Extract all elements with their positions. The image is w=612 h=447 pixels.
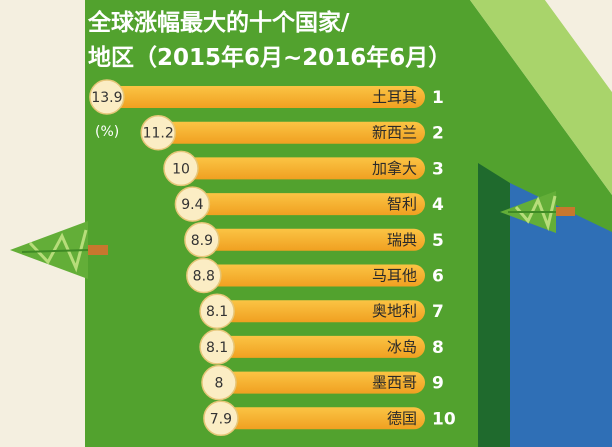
value-label-7: 8.1: [206, 304, 228, 320]
value-label-5: 8.9: [191, 233, 213, 249]
category-label-2: 新西兰: [372, 124, 417, 142]
value-circle-2: [140, 114, 176, 151]
rank-label-1: 1: [432, 88, 444, 108]
bar-9: [219, 371, 425, 394]
rank-label-6: 6: [432, 267, 444, 287]
bar-row-5: 8.9 瑞典 5: [184, 222, 444, 258]
bar-row-7: 8.1 奥地利 7: [199, 293, 444, 329]
bar-1: [106, 86, 426, 108]
chart-title-line-1: 全球涨幅最大的十个国家/: [87, 9, 350, 36]
category-label-5: 瑞典: [387, 231, 417, 249]
rank-label-5: 5: [432, 231, 444, 251]
bar-6: [203, 264, 425, 287]
bar-2: [158, 121, 425, 144]
bar-7: [217, 300, 425, 323]
value-circle-1: [89, 79, 125, 115]
value-label-2: 11.2: [143, 126, 174, 142]
bar-row-1: 13.9 土耳其 1: [89, 79, 444, 115]
bar-3: [181, 157, 425, 180]
blue-water: [510, 183, 612, 447]
bar-row-3: 10 加拿大 3: [163, 150, 444, 187]
value-label-4: 9.4: [181, 197, 203, 213]
category-label-10: 德国: [387, 409, 417, 427]
rank-label-3: 3: [432, 159, 444, 179]
bar-5: [201, 228, 425, 251]
value-circle-8: [199, 329, 235, 365]
rank-label-7: 7: [432, 302, 444, 322]
value-circle-4: [174, 186, 211, 222]
value-label-9: 8: [215, 376, 224, 392]
category-label-8: 冰岛: [387, 338, 417, 356]
rank-label-9: 9: [432, 374, 444, 394]
bar-row-6: 8.8 马耳他 6: [186, 257, 444, 294]
bar-row-4: 9.4 智利 4: [174, 186, 444, 222]
value-circle-7: [199, 293, 235, 329]
category-label-4: 智利: [387, 195, 417, 213]
category-label-3: 加拿大: [372, 159, 417, 177]
bar-row-9: 8 墨西哥 9: [201, 364, 444, 401]
left-tree-icon: [10, 221, 108, 279]
dark-green-strip: [478, 163, 510, 447]
value-label-1: 13.9: [91, 90, 122, 106]
value-circle-3: [163, 150, 199, 187]
rank-label-4: 4: [432, 195, 444, 215]
rank-label-2: 2: [432, 124, 444, 144]
value-circle-9: [201, 364, 237, 401]
category-label-6: 马耳他: [372, 267, 417, 285]
value-circle-6: [186, 257, 222, 294]
bar-row-8: 8.1 冰岛 8: [199, 329, 444, 365]
value-label-10: 7.9: [210, 411, 232, 427]
rank-label-10: 10: [432, 409, 456, 429]
bar-4: [192, 193, 425, 216]
bar-row-10: 7.9 德国 10: [203, 400, 456, 437]
bar-8: [217, 335, 425, 358]
category-label-1: 土耳其: [372, 88, 417, 106]
top-right-corner: [545, 0, 612, 92]
value-circle-10: [203, 400, 239, 437]
category-label-9: 墨西哥: [372, 374, 417, 392]
chart-title-line-2: 地区（2015年6月~2016年6月）: [88, 44, 451, 71]
rank-label-8: 8: [432, 338, 444, 358]
value-label-3: 10: [172, 161, 190, 177]
bar-row-2: 11.2 新西兰 2: [140, 114, 444, 151]
value-label-8: 8.1: [206, 340, 228, 356]
bar-10: [220, 407, 425, 430]
bar-marks: 13.9 土耳其 1 11.2 新西兰 2 10 加拿大 3 9.4 智利 4 8.9 瑞典 5 8.8 马耳他…: [89, 79, 456, 437]
value-circle-5: [184, 222, 220, 258]
value-label-6: 8.8: [193, 269, 215, 285]
unit-label: (%): [95, 124, 119, 140]
category-label-7: 奥地利: [372, 302, 417, 320]
light-green-band: [470, 0, 612, 195]
right-tree-icon: [500, 191, 575, 233]
